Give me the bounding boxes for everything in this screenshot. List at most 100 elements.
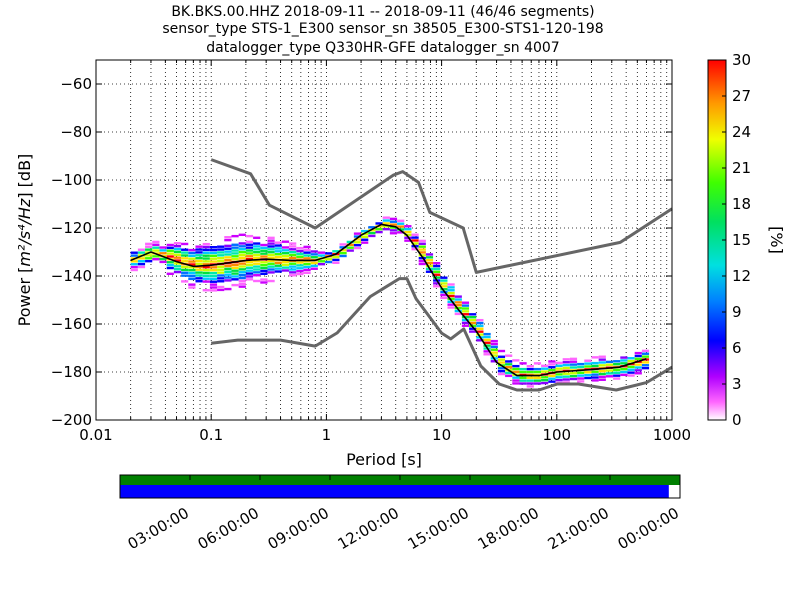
histogram-cell — [461, 307, 470, 310]
histogram-cell — [641, 349, 650, 353]
histogram-cell — [260, 243, 268, 247]
histogram-cell — [267, 262, 275, 265]
histogram-cell — [253, 256, 261, 260]
histogram-cell — [339, 254, 347, 258]
histogram-cell — [584, 373, 592, 377]
histogram-cell — [130, 251, 138, 254]
histogram-cell — [260, 269, 268, 273]
histogram-cell — [181, 260, 189, 263]
histogram-cell — [339, 243, 347, 246]
histogram-cell — [577, 371, 585, 374]
histogram-cell — [245, 272, 254, 275]
histogram-cell — [231, 266, 239, 270]
histogram-cell — [418, 259, 426, 263]
histogram-cell — [411, 239, 419, 242]
histogram-cell — [634, 351, 642, 355]
histogram-cell — [548, 377, 556, 380]
histogram-cell — [440, 296, 448, 300]
x-tick-label: 1 — [322, 426, 332, 444]
histogram-cell — [209, 274, 218, 278]
histogram-cell — [137, 257, 146, 260]
histogram-cell — [627, 359, 635, 363]
histogram-cell — [253, 236, 261, 239]
y-tick-label: −200 — [51, 411, 92, 429]
histogram-cell — [490, 342, 498, 346]
histogram-cell — [202, 271, 210, 275]
histogram-cell — [173, 256, 182, 259]
histogram-cell — [303, 254, 311, 257]
histogram-cell — [368, 231, 376, 235]
histogram-cell — [188, 257, 196, 260]
histogram-cell — [296, 261, 304, 264]
histogram-cell — [195, 274, 203, 277]
histogram-cell — [519, 362, 527, 365]
histogram-cell — [267, 248, 275, 251]
histogram-cell — [188, 260, 196, 263]
histogram-cell — [202, 265, 210, 269]
histogram-cell — [202, 268, 210, 272]
histogram-cell — [389, 226, 398, 229]
histogram-cell — [634, 363, 642, 366]
histogram-cell — [584, 362, 592, 365]
histogram-cell — [353, 241, 362, 244]
histogram-cell — [627, 371, 635, 374]
histogram-cell — [274, 247, 282, 250]
histogram-cell — [555, 367, 563, 370]
histogram-cell — [541, 364, 549, 368]
histogram-cell — [281, 269, 290, 272]
histogram-cell — [389, 232, 398, 235]
histogram-cell — [188, 271, 196, 275]
histogram-cell — [137, 251, 146, 254]
histogram-cell — [267, 242, 275, 245]
histogram-cell — [425, 256, 434, 259]
tick-layer: 0.01 0.1 1 10 100 1000 −200 −180 −160 −140 −120 −10… — [51, 60, 691, 444]
histogram-cell — [224, 247, 232, 250]
histogram-cell — [389, 217, 398, 221]
x-axis-label: Period [s] — [346, 450, 422, 469]
histogram-cell — [217, 254, 225, 257]
histogram-cell — [209, 283, 218, 286]
histogram-cell — [454, 301, 462, 304]
histogram-cell — [159, 257, 167, 261]
histogram-cell — [447, 286, 455, 289]
histogram-cell — [526, 376, 534, 379]
histogram-cell — [476, 324, 484, 328]
histogram-cell — [224, 264, 232, 268]
histogram-cell — [289, 245, 297, 248]
histogram-cell — [166, 272, 174, 275]
histogram-cell — [519, 376, 527, 379]
histogram-cell — [188, 269, 196, 272]
histogram-cell — [404, 233, 412, 237]
histogram-cell — [303, 251, 311, 254]
histogram-cell — [505, 363, 513, 366]
histogram-cell — [217, 248, 225, 251]
histogram-cell — [440, 288, 448, 291]
histogram-cell — [274, 253, 282, 256]
histogram-cell — [620, 356, 628, 359]
histogram-cell — [231, 269, 239, 272]
histogram-cell — [209, 251, 218, 255]
histogram-cell — [375, 228, 383, 231]
histogram-cell — [440, 293, 448, 297]
histogram-cell — [296, 264, 304, 267]
histogram-cell — [598, 355, 606, 358]
histogram-cell — [231, 243, 239, 246]
histogram-cell — [577, 362, 585, 366]
histogram-cell — [483, 341, 491, 344]
histogram-cell — [310, 250, 318, 253]
histogram-cell — [397, 228, 405, 231]
histogram-cell — [411, 247, 419, 251]
histogram-cell — [353, 232, 362, 235]
histogram-cell — [404, 239, 412, 242]
histogram-cell — [224, 236, 232, 239]
curve-layer — [130, 158, 673, 392]
histogram-cell — [425, 259, 434, 262]
histogram-cell — [245, 246, 254, 249]
histogram-cell — [166, 243, 174, 247]
x-tick-label: 100 — [542, 426, 571, 444]
histogram-cell — [512, 364, 520, 368]
histogram-cell — [555, 376, 563, 379]
histogram-cell — [267, 251, 275, 254]
histogram-cell — [296, 269, 304, 273]
